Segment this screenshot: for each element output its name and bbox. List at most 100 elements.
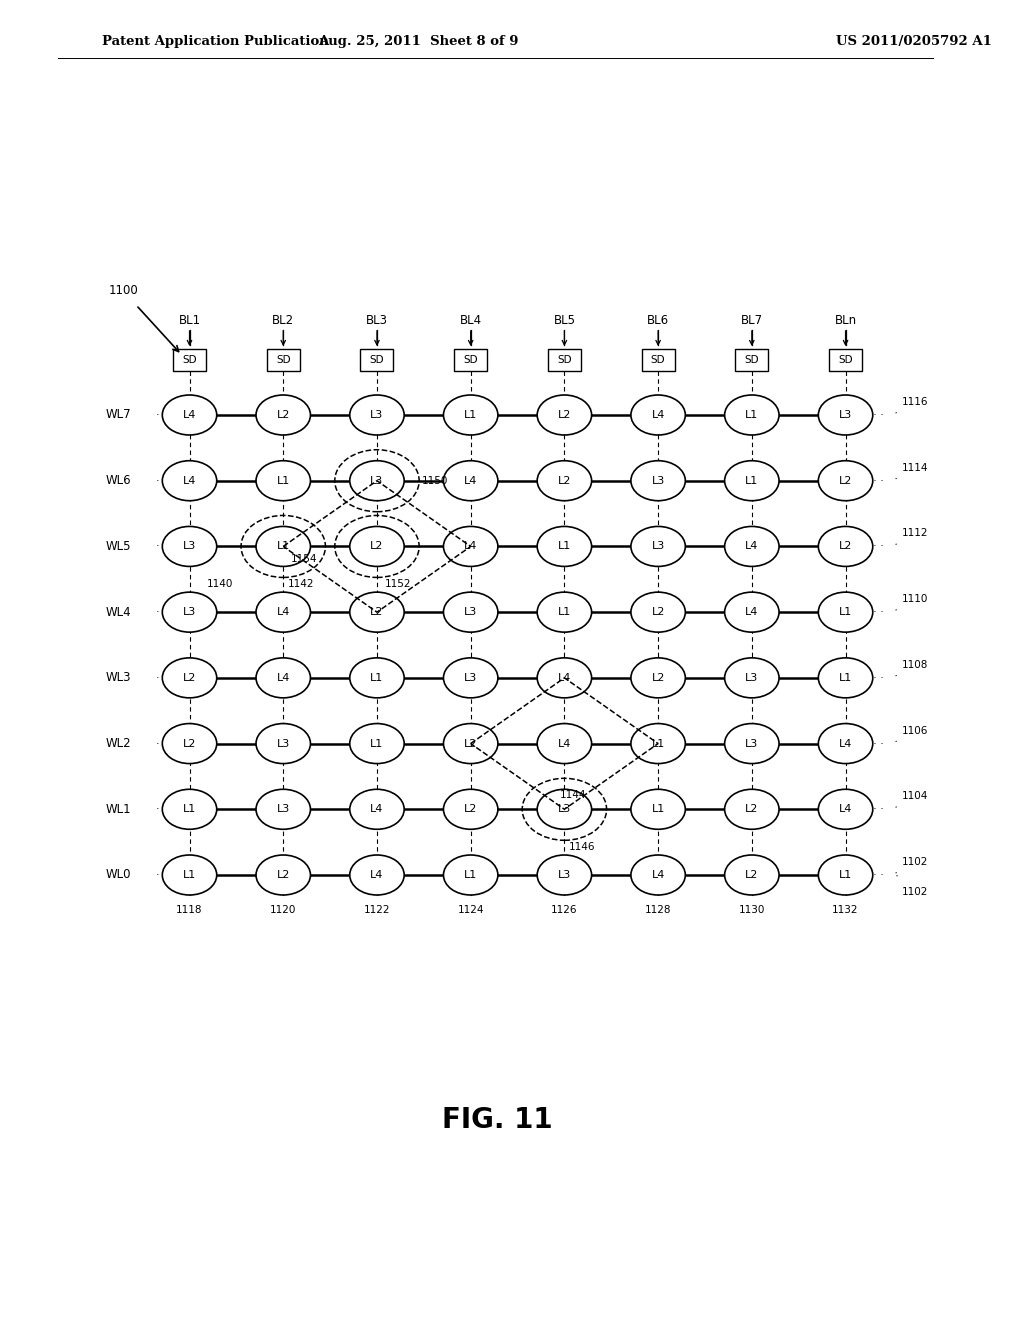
Text: Aug. 25, 2011  Sheet 8 of 9: Aug. 25, 2011 Sheet 8 of 9 bbox=[317, 36, 518, 49]
Ellipse shape bbox=[163, 657, 217, 698]
Ellipse shape bbox=[818, 789, 872, 829]
Text: · · ·: · · · bbox=[157, 541, 174, 552]
Text: L2: L2 bbox=[464, 804, 477, 814]
Ellipse shape bbox=[163, 855, 217, 895]
Bar bbox=[360, 348, 393, 371]
Ellipse shape bbox=[725, 657, 779, 698]
Text: L3: L3 bbox=[745, 673, 759, 682]
Ellipse shape bbox=[443, 527, 498, 566]
Text: 1114: 1114 bbox=[902, 463, 929, 473]
Ellipse shape bbox=[538, 527, 592, 566]
Ellipse shape bbox=[443, 461, 498, 500]
Text: L2: L2 bbox=[651, 673, 665, 682]
Text: L1: L1 bbox=[371, 673, 384, 682]
Text: SD: SD bbox=[182, 355, 197, 366]
Ellipse shape bbox=[818, 527, 872, 566]
Text: BL4: BL4 bbox=[460, 314, 481, 326]
Text: 1104: 1104 bbox=[902, 791, 929, 801]
Text: SD: SD bbox=[651, 355, 666, 366]
Text: SD: SD bbox=[464, 355, 478, 366]
Text: L2: L2 bbox=[371, 607, 384, 618]
Text: 1124: 1124 bbox=[458, 906, 484, 915]
Ellipse shape bbox=[443, 657, 498, 698]
Text: L1: L1 bbox=[651, 804, 665, 814]
Text: L2: L2 bbox=[839, 475, 852, 486]
Text: 1128: 1128 bbox=[645, 906, 672, 915]
Ellipse shape bbox=[631, 657, 685, 698]
Text: 1102: 1102 bbox=[902, 857, 929, 867]
Text: L1: L1 bbox=[276, 475, 290, 486]
Text: L4: L4 bbox=[651, 411, 665, 420]
Ellipse shape bbox=[163, 395, 217, 436]
Text: L3: L3 bbox=[558, 870, 571, 880]
Text: L1: L1 bbox=[276, 541, 290, 552]
Ellipse shape bbox=[256, 593, 310, 632]
Text: L3: L3 bbox=[183, 607, 197, 618]
Ellipse shape bbox=[350, 723, 404, 763]
Text: · · ·: · · · bbox=[865, 607, 884, 618]
Text: L2: L2 bbox=[745, 804, 759, 814]
Bar bbox=[642, 348, 675, 371]
Text: L4: L4 bbox=[839, 739, 852, 748]
Ellipse shape bbox=[818, 855, 872, 895]
Text: L3: L3 bbox=[276, 739, 290, 748]
Ellipse shape bbox=[443, 593, 498, 632]
Text: BL1: BL1 bbox=[178, 314, 201, 326]
Text: L4: L4 bbox=[183, 411, 197, 420]
Text: FIG. 11: FIG. 11 bbox=[442, 1106, 553, 1134]
Ellipse shape bbox=[350, 657, 404, 698]
Ellipse shape bbox=[256, 461, 310, 500]
Text: BL7: BL7 bbox=[740, 314, 763, 326]
Ellipse shape bbox=[443, 789, 498, 829]
Text: · · ·: · · · bbox=[865, 411, 884, 420]
Text: 1132: 1132 bbox=[833, 906, 859, 915]
Text: BLn: BLn bbox=[835, 314, 857, 326]
Text: · · ·: · · · bbox=[157, 870, 174, 880]
Text: L3: L3 bbox=[371, 411, 384, 420]
Text: L2: L2 bbox=[276, 870, 290, 880]
Ellipse shape bbox=[538, 855, 592, 895]
Text: 1152: 1152 bbox=[385, 579, 412, 590]
Ellipse shape bbox=[725, 527, 779, 566]
Ellipse shape bbox=[443, 395, 498, 436]
Ellipse shape bbox=[163, 593, 217, 632]
Ellipse shape bbox=[631, 593, 685, 632]
Text: L4: L4 bbox=[745, 541, 759, 552]
Text: 1154: 1154 bbox=[291, 554, 317, 565]
Text: L3: L3 bbox=[371, 475, 384, 486]
Bar bbox=[548, 348, 581, 371]
Ellipse shape bbox=[350, 395, 404, 436]
Text: 1122: 1122 bbox=[364, 906, 390, 915]
Text: L2: L2 bbox=[371, 541, 384, 552]
Ellipse shape bbox=[256, 789, 310, 829]
Text: · · ·: · · · bbox=[157, 673, 174, 682]
Text: L3: L3 bbox=[651, 475, 665, 486]
Text: L4: L4 bbox=[558, 673, 571, 682]
Bar bbox=[173, 348, 206, 371]
Text: · · ·: · · · bbox=[865, 804, 884, 814]
Text: 1118: 1118 bbox=[176, 906, 203, 915]
Ellipse shape bbox=[538, 395, 592, 436]
Ellipse shape bbox=[631, 461, 685, 500]
Text: · · ·: · · · bbox=[865, 673, 884, 682]
Text: L1: L1 bbox=[183, 870, 197, 880]
Ellipse shape bbox=[725, 395, 779, 436]
Text: WL0: WL0 bbox=[105, 869, 131, 882]
Text: · · ·: · · · bbox=[157, 475, 174, 486]
Text: BL5: BL5 bbox=[553, 314, 575, 326]
Text: 1130: 1130 bbox=[738, 906, 765, 915]
Text: L4: L4 bbox=[558, 739, 571, 748]
Text: L4: L4 bbox=[464, 541, 477, 552]
Text: · · ·: · · · bbox=[865, 541, 884, 552]
Text: L4: L4 bbox=[183, 475, 197, 486]
Bar bbox=[735, 348, 768, 371]
Text: L1: L1 bbox=[183, 804, 197, 814]
Text: L1: L1 bbox=[745, 411, 759, 420]
Ellipse shape bbox=[163, 527, 217, 566]
Text: L4: L4 bbox=[276, 673, 290, 682]
Text: L2: L2 bbox=[558, 475, 571, 486]
Text: L3: L3 bbox=[183, 541, 197, 552]
Bar bbox=[266, 348, 300, 371]
Ellipse shape bbox=[350, 789, 404, 829]
Text: L4: L4 bbox=[839, 804, 852, 814]
